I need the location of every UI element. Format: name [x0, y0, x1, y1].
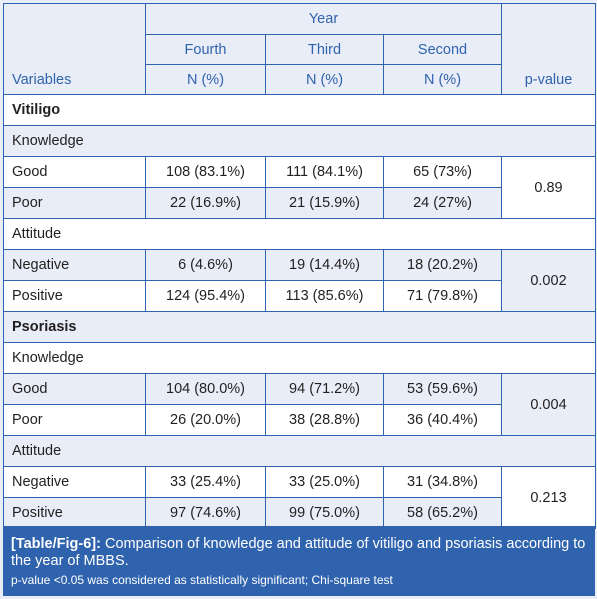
table-row: Positive 124 (95.4%) 113 (85.6%) 71 (79.… [3, 280, 596, 312]
cell-second: 18 (20.2%) [383, 249, 502, 281]
section-title-vitiligo: Vitiligo [3, 94, 596, 126]
table-row: Good 108 (83.1%) 111 (84.1%) 65 (73%) 0.… [3, 156, 596, 219]
table-row: Poor 22 (16.9%) 21 (15.9%) 24 (27%) [3, 187, 596, 219]
row-label: Positive [3, 280, 146, 312]
p-value-cell: 0.213 [501, 466, 596, 529]
cell-third: 19 (14.4%) [265, 249, 384, 281]
cell-third: 33 (25.0%) [265, 466, 384, 498]
third-year-header: Third [265, 34, 384, 65]
second-unit-header: N (%) [383, 64, 502, 95]
row-label: Positive [3, 497, 146, 529]
pvalue-header: p-value [501, 3, 596, 95]
row-label: Negative [3, 249, 146, 281]
table-row: Negative 6 (4.6%) 19 (14.4%) 18 (20.2%) … [3, 249, 596, 312]
p-value-cell: 0.004 [501, 373, 596, 436]
cell-third: 111 (84.1%) [265, 156, 384, 188]
cell-second: 65 (73%) [383, 156, 502, 188]
cell-fourth: 104 (80.0%) [145, 373, 266, 405]
variables-header: Variables [3, 3, 146, 95]
fourth-unit-header: N (%) [145, 64, 266, 95]
cell-fourth: 26 (20.0%) [145, 404, 266, 436]
cell-third: 21 (15.9%) [265, 187, 384, 219]
cell-second: 31 (34.8%) [383, 466, 502, 498]
caption-text: [Table/Fig-6]: Comparison of knowledge a… [11, 536, 587, 570]
row-label: Good [3, 373, 146, 405]
results-table: Variables Year p-value Fourth Third Seco… [3, 3, 596, 529]
cell-fourth: 97 (74.6%) [145, 497, 266, 529]
cell-second: 58 (65.2%) [383, 497, 502, 529]
table-row: Good 104 (80.0%) 94 (71.2%) 53 (59.6%) 0… [3, 373, 596, 436]
row-label: Poor [3, 187, 146, 219]
caption-body: Comparison of knowledge and attitude of … [11, 536, 586, 569]
subsection-attitude: Attitude [3, 435, 596, 467]
fourth-year-header: Fourth [145, 34, 266, 65]
section-title-psoriasis: Psoriasis [3, 311, 596, 343]
subsection-knowledge: Knowledge [3, 342, 596, 374]
subsection-knowledge: Knowledge [3, 125, 596, 157]
table-row: Poor 26 (20.0%) 38 (28.8%) 36 (40.4%) [3, 404, 596, 436]
cell-fourth: 33 (25.4%) [145, 466, 266, 498]
cell-fourth: 108 (83.1%) [145, 156, 266, 188]
cell-fourth: 22 (16.9%) [145, 187, 266, 219]
table-row: Negative 33 (25.4%) 33 (25.0%) 31 (34.8%… [3, 466, 596, 529]
table-row: Positive 97 (74.6%) 99 (75.0%) 58 (65.2%… [3, 497, 596, 529]
cell-second: 36 (40.4%) [383, 404, 502, 436]
row-label: Negative [3, 466, 146, 498]
cell-third: 113 (85.6%) [265, 280, 384, 312]
cell-third: 99 (75.0%) [265, 497, 384, 529]
p-value-cell: 0.89 [501, 156, 596, 219]
cell-third: 38 (28.8%) [265, 404, 384, 436]
year-group-header: Year [145, 3, 502, 35]
cell-second: 71 (79.8%) [383, 280, 502, 312]
cell-fourth: 124 (95.4%) [145, 280, 266, 312]
row-label: Good [3, 156, 146, 188]
table-caption: [Table/Fig-6]: Comparison of knowledge a… [3, 526, 595, 596]
cell-second: 53 (59.6%) [383, 373, 502, 405]
caption-tag: [Table/Fig-6]: [11, 536, 101, 552]
p-value-cell: 0.002 [501, 249, 596, 312]
third-unit-header: N (%) [265, 64, 384, 95]
cell-third: 94 (71.2%) [265, 373, 384, 405]
cell-second: 24 (27%) [383, 187, 502, 219]
second-year-header: Second [383, 34, 502, 65]
cell-fourth: 6 (4.6%) [145, 249, 266, 281]
row-label: Poor [3, 404, 146, 436]
caption-note: p-value <0.05 was considered as statisti… [11, 573, 393, 587]
subsection-attitude: Attitude [3, 218, 596, 250]
